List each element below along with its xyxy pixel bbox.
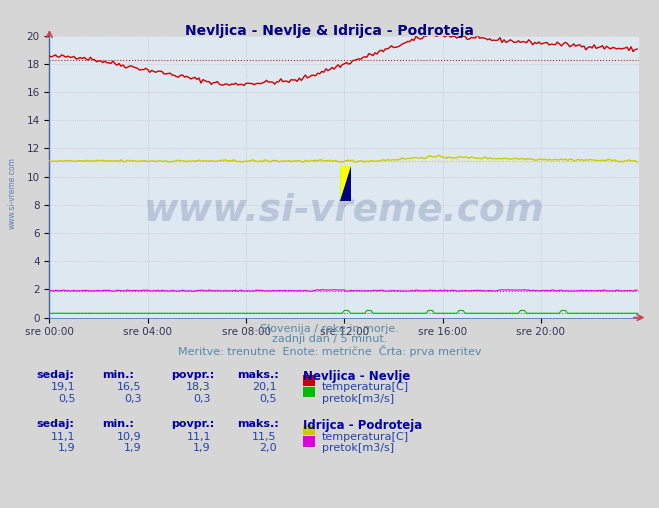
Text: 19,1: 19,1 [51, 382, 76, 392]
Text: Nevljica - Nevlje: Nevljica - Nevlje [303, 370, 411, 383]
Polygon shape [340, 166, 351, 201]
Text: www.si-vreme.com: www.si-vreme.com [144, 193, 545, 229]
Text: 10,9: 10,9 [117, 432, 142, 442]
Text: 2,0: 2,0 [259, 443, 277, 453]
Text: zadnji dan / 5 minut.: zadnji dan / 5 minut. [272, 334, 387, 344]
Text: temperatura[C]: temperatura[C] [322, 432, 409, 442]
Text: maks.:: maks.: [237, 370, 279, 380]
Text: www.si-vreme.com: www.si-vreme.com [8, 157, 17, 229]
Text: Idrijca - Podroteja: Idrijca - Podroteja [303, 419, 422, 432]
Text: 11,1: 11,1 [186, 432, 211, 442]
Text: povpr.:: povpr.: [171, 419, 215, 429]
Text: Meritve: trenutne  Enote: metrične  Črta: prva meritev: Meritve: trenutne Enote: metrične Črta: … [178, 345, 481, 358]
Text: Nevljica - Nevlje & Idrijca - Podroteja: Nevljica - Nevlje & Idrijca - Podroteja [185, 24, 474, 39]
Text: 0,5: 0,5 [58, 394, 76, 404]
Text: sedaj:: sedaj: [36, 419, 74, 429]
Text: pretok[m3/s]: pretok[m3/s] [322, 443, 393, 453]
Text: 1,9: 1,9 [193, 443, 211, 453]
Text: 1,9: 1,9 [58, 443, 76, 453]
Text: pretok[m3/s]: pretok[m3/s] [322, 394, 393, 404]
Text: 18,3: 18,3 [186, 382, 211, 392]
Text: 0,3: 0,3 [193, 394, 211, 404]
Text: sedaj:: sedaj: [36, 370, 74, 380]
Text: Slovenija / reke in morje.: Slovenija / reke in morje. [260, 324, 399, 334]
Text: 11,1: 11,1 [51, 432, 76, 442]
Bar [340, 166, 351, 201]
Text: 11,5: 11,5 [252, 432, 277, 442]
Text: 0,5: 0,5 [259, 394, 277, 404]
Text: 20,1: 20,1 [252, 382, 277, 392]
Text: maks.:: maks.: [237, 419, 279, 429]
Text: povpr.:: povpr.: [171, 370, 215, 380]
Text: min.:: min.: [102, 370, 134, 380]
Polygon shape [340, 166, 351, 201]
Text: 1,9: 1,9 [124, 443, 142, 453]
Text: 16,5: 16,5 [117, 382, 142, 392]
Text: 0,3: 0,3 [124, 394, 142, 404]
Text: temperatura[C]: temperatura[C] [322, 382, 409, 392]
Text: min.:: min.: [102, 419, 134, 429]
